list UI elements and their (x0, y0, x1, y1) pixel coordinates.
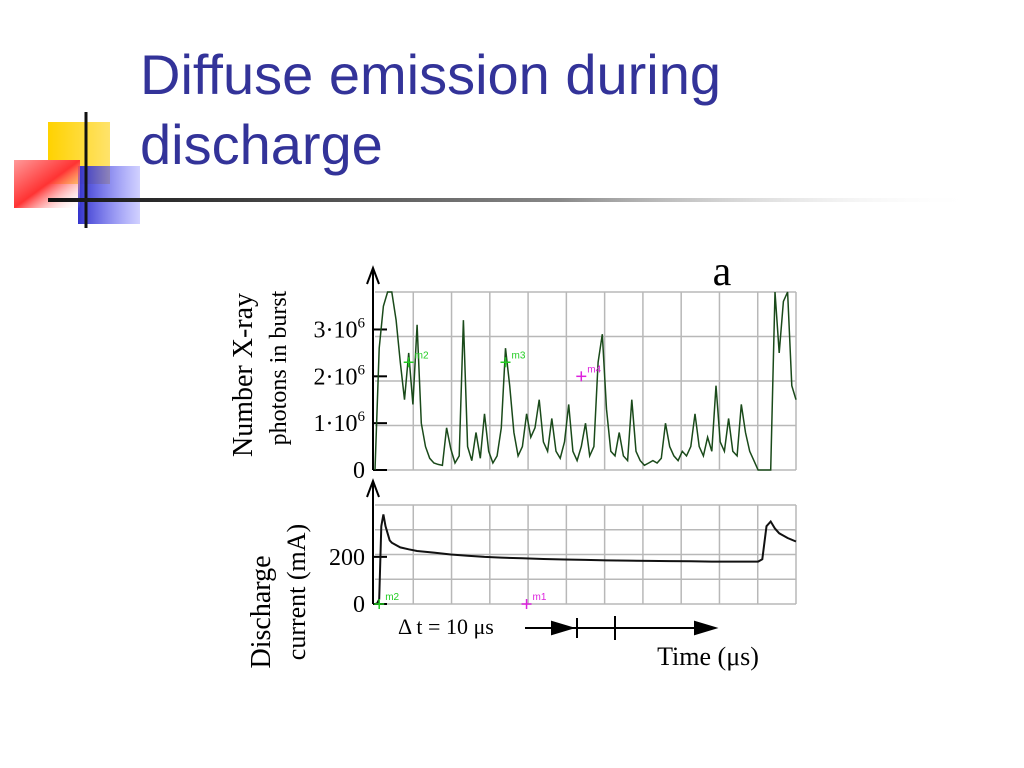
scale-note: Δ t = 10 μs (398, 614, 494, 639)
slide-title-line2: discharge (140, 113, 383, 176)
time-arrow (525, 616, 719, 640)
marker-label: m3 (512, 350, 526, 361)
current-series-line (374, 514, 797, 605)
xray-tick-labels: 0 1·106 2·106 3·106 (314, 315, 387, 484)
deco-blue-square (78, 166, 140, 224)
slide-title-line1: Diffuse emission during (140, 43, 722, 106)
y-tick-label: 2·106 (314, 362, 366, 390)
current-panel: 0 200 m2 m1 Discharge current (mA) Δ t = 1… (246, 478, 797, 671)
panel-label: a (713, 249, 732, 295)
current-markers: m2 m1 (374, 592, 547, 609)
slide-title: Diffuse emission during discharge (140, 40, 900, 180)
marker-label: m2 (415, 350, 429, 361)
current-xlabel: Time (μs) (657, 642, 759, 671)
current-grid (375, 504, 797, 605)
xray-markers: m2 m3 m4 (403, 350, 602, 382)
title-underline (48, 198, 978, 202)
xray-panel: 0 1·106 2·106 3·106 m2 m3 m4 Number X-ray pho… (228, 249, 797, 484)
xray-ylabel-line2: photons in burst (266, 290, 292, 445)
marker-label: m2 (385, 592, 399, 603)
marker-label: m4 (587, 364, 601, 375)
xray-grid (375, 291, 797, 471)
current-ylabel-line1: Discharge (246, 556, 277, 669)
y-tick-label: 200 (329, 545, 365, 571)
xray-ylabel-line1: Number X-ray (228, 293, 259, 457)
xray-y-axis (366, 265, 380, 470)
current-tick-labels: 0 200 (329, 545, 387, 618)
y-tick-label: 0 (353, 592, 365, 618)
y-tick-label: 3·106 (314, 315, 366, 343)
current-ylabel-line2: current (mA) (282, 524, 311, 660)
xray-series-line (374, 291, 797, 471)
current-y-axis (366, 478, 380, 604)
slide-decoration (14, 112, 978, 228)
y-tick-label: 0 (353, 458, 365, 484)
marker-label: m1 (533, 592, 547, 603)
y-tick-label: 1·106 (314, 409, 366, 437)
